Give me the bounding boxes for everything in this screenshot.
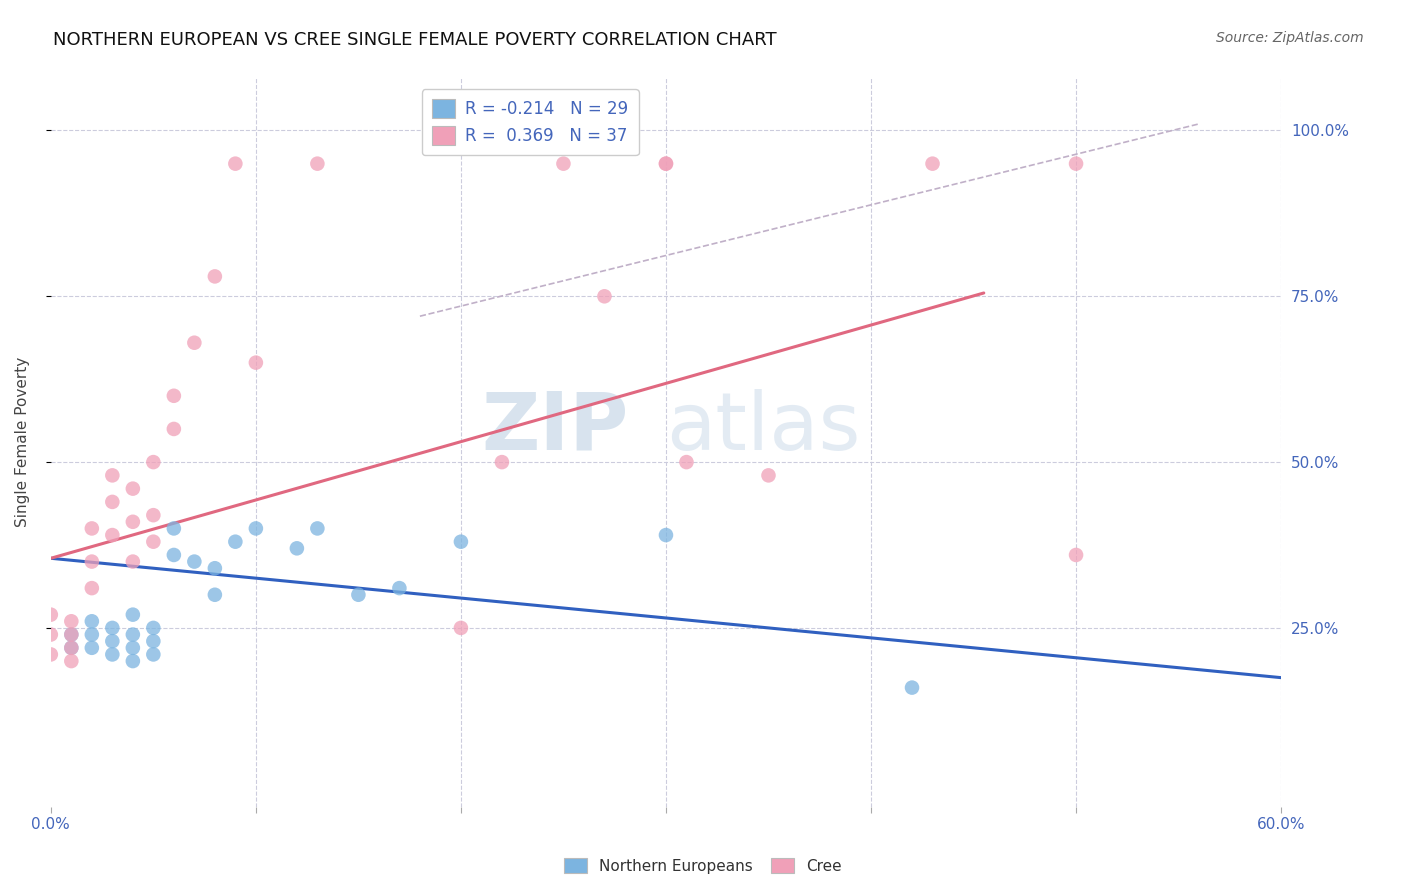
Point	[347, 588, 370, 602]
Y-axis label: Single Female Poverty: Single Female Poverty	[15, 357, 30, 527]
Point	[183, 555, 205, 569]
Point	[80, 627, 103, 641]
Point	[553, 156, 575, 170]
Point	[655, 528, 678, 542]
Point	[758, 468, 780, 483]
Point	[80, 640, 103, 655]
Point	[450, 534, 472, 549]
Text: ZIP: ZIP	[482, 389, 628, 467]
Point	[1064, 548, 1087, 562]
Point	[80, 615, 103, 629]
Text: Source: ZipAtlas.com: Source: ZipAtlas.com	[1216, 31, 1364, 45]
Point	[307, 521, 329, 535]
Point	[163, 389, 186, 403]
Point	[80, 581, 103, 595]
Point	[121, 515, 143, 529]
Point	[142, 621, 165, 635]
Point	[675, 455, 697, 469]
Point	[101, 528, 124, 542]
Point	[245, 356, 267, 370]
Point	[101, 495, 124, 509]
Point	[224, 156, 246, 170]
Point	[491, 455, 513, 469]
Point	[450, 621, 472, 635]
Point	[204, 588, 226, 602]
Point	[121, 482, 143, 496]
Point	[60, 627, 83, 641]
Point	[60, 615, 83, 629]
Point	[224, 534, 246, 549]
Legend: Northern Europeans, Cree: Northern Europeans, Cree	[558, 852, 848, 880]
Point	[142, 534, 165, 549]
Point	[388, 581, 411, 595]
Point	[163, 548, 186, 562]
Point	[101, 468, 124, 483]
Point	[60, 640, 83, 655]
Point	[204, 269, 226, 284]
Point	[142, 508, 165, 523]
Text: NORTHERN EUROPEAN VS CREE SINGLE FEMALE POVERTY CORRELATION CHART: NORTHERN EUROPEAN VS CREE SINGLE FEMALE …	[53, 31, 778, 49]
Point	[901, 681, 924, 695]
Point	[39, 607, 62, 622]
Point	[593, 289, 616, 303]
Point	[163, 521, 186, 535]
Point	[121, 607, 143, 622]
Point	[121, 654, 143, 668]
Point	[80, 555, 103, 569]
Point	[1064, 156, 1087, 170]
Text: atlas: atlas	[666, 389, 860, 467]
Point	[245, 521, 267, 535]
Point	[921, 156, 943, 170]
Legend: R = -0.214   N = 29, R =  0.369   N = 37: R = -0.214 N = 29, R = 0.369 N = 37	[422, 89, 638, 155]
Point	[142, 455, 165, 469]
Point	[307, 156, 329, 170]
Point	[121, 555, 143, 569]
Point	[60, 627, 83, 641]
Point	[60, 640, 83, 655]
Point	[60, 654, 83, 668]
Point	[142, 648, 165, 662]
Point	[121, 627, 143, 641]
Point	[183, 335, 205, 350]
Point	[655, 156, 678, 170]
Point	[80, 521, 103, 535]
Point	[39, 627, 62, 641]
Point	[39, 648, 62, 662]
Point	[121, 640, 143, 655]
Point	[163, 422, 186, 436]
Point	[142, 634, 165, 648]
Point	[204, 561, 226, 575]
Point	[101, 634, 124, 648]
Point	[101, 648, 124, 662]
Point	[101, 621, 124, 635]
Point	[285, 541, 308, 556]
Point	[655, 156, 678, 170]
